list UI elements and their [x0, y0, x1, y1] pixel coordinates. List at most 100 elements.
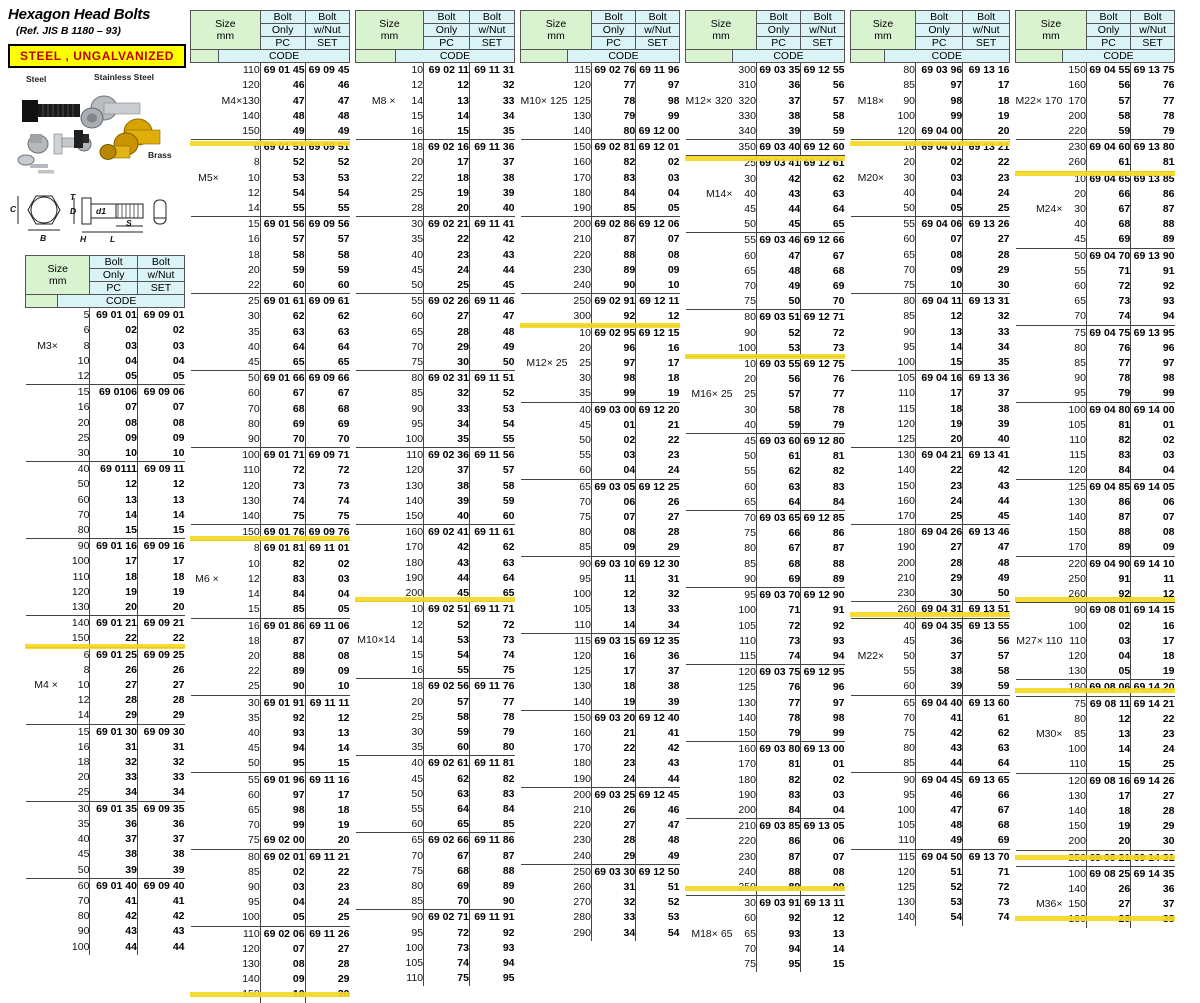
size-cell: 85 [1074, 727, 1086, 740]
thread-label [1015, 865, 1063, 882]
table-row: 90 69 03 10 69 12 30 [520, 555, 680, 572]
thread-label [685, 309, 733, 326]
thread-label [851, 248, 885, 263]
header-bolt-only: Bolt [755, 9, 802, 25]
code-pc-cell: 44 [89, 939, 138, 955]
code-pc-cell: 52 [914, 879, 963, 896]
code-pc-cell: 26 [590, 802, 636, 819]
thread-label [356, 124, 396, 140]
size-cell: 130 [897, 896, 915, 909]
table-row: 230 69 04 60 69 13 80 [1015, 139, 1175, 156]
code-set-cell: 30 [962, 278, 1010, 294]
code-set-cell: 52 [468, 386, 515, 402]
table-row: 150 49 49 [191, 124, 350, 140]
thread-label [521, 124, 568, 140]
thread-label [191, 726, 219, 741]
code-set-cell: 23 [1130, 726, 1175, 743]
size-cell: 80 [884, 293, 916, 310]
thread-label [191, 155, 219, 170]
thread-label [355, 524, 396, 541]
table-row: 110 75 95 [356, 971, 515, 987]
thread-label [686, 957, 733, 972]
table-row: 150 40 60 [356, 509, 515, 525]
table-row: 16 15 35 [356, 124, 515, 140]
table-row: 35 92 12 [191, 710, 350, 726]
table-row: 100 73 93 [356, 940, 515, 956]
code-set-cell: 98 [635, 93, 680, 109]
code-pc-cell: 69 04 80 [1085, 401, 1131, 418]
table-header-row-2: Only w/Nut [1016, 23, 1175, 38]
table-header-row: Size mm Bolt Bolt [850, 9, 1010, 51]
size-cell: 40 [248, 726, 260, 739]
size-cell: 60 [744, 912, 756, 925]
thread-label [850, 771, 885, 788]
code-pc-cell: 04 [590, 463, 636, 480]
header-bolt-nut: Bolt [800, 9, 845, 25]
code-set-cell: 43 [136, 924, 185, 940]
size-cell: 110 [242, 64, 260, 77]
code-pc-cell: 19 [590, 694, 636, 711]
table-row: 150 69 03 20 69 12 40 [520, 709, 680, 726]
table-row: 70 29 49 [356, 339, 515, 356]
code-pc-cell: 37 [423, 463, 470, 479]
table-row: 100 69 08 25 69 14 35 [1015, 865, 1175, 882]
table-row: 90 03 23 [191, 879, 350, 896]
size-cell: 65 [884, 694, 916, 711]
table-row: 80 15 15 [26, 523, 185, 539]
code-pc-cell: 69 02 01 [259, 848, 306, 865]
thread-label [520, 293, 568, 310]
header-bolt-nut: Bolt [962, 9, 1010, 25]
code-pc-cell: 88 [755, 864, 801, 880]
code-table-col2: Size mm Bolt Bolt Only w/Nut PC SET CODE 110 69 01… [189, 9, 351, 1003]
code-set-cell: 94 [468, 955, 515, 972]
code-pc-cell: 15 [1085, 757, 1131, 774]
size-cell: 270 [573, 896, 591, 909]
table-row: 310 36 56 [686, 78, 845, 94]
header-bolt-nut-2: w/Nut [635, 23, 680, 38]
code-set-cell: 69 13 80 [1130, 139, 1175, 156]
thread-label [851, 463, 885, 478]
size-cell: 130 [242, 494, 260, 507]
code-pc-cell: 56 [755, 372, 801, 388]
table-row: 60 65 85 [356, 817, 515, 833]
size-cell: 200 [738, 803, 756, 816]
code-set-cell: 24 [304, 895, 350, 911]
table-row: 60 63 83 [686, 479, 845, 495]
table-row: 22 89 09 [191, 664, 350, 680]
thread-label [191, 509, 219, 525]
table-row: 170 22 42 [521, 741, 680, 757]
code-pc-cell: 69 01 30 [89, 723, 138, 740]
size-cell: 65 [248, 803, 260, 816]
size-cell: 140 [242, 510, 260, 523]
size-cell: 150 [1068, 820, 1086, 833]
size-cell: 170 [573, 742, 591, 755]
size-cell: 25 [248, 680, 260, 693]
code-pc-cell: 05 [914, 201, 963, 217]
code-set-cell: 75 [304, 509, 350, 525]
table-row: 45 44 64 [686, 202, 845, 218]
thread-label [686, 619, 733, 634]
code-set-cell: 65 [304, 355, 350, 371]
code-set-cell: 79 [800, 417, 845, 434]
code-pc-cell: 69 02 26 [423, 293, 470, 310]
size-cell: 28 [411, 202, 424, 215]
table-row: 10 69 02 11 69 11 31 [356, 62, 515, 79]
code-pc-cell: 30 [914, 586, 963, 602]
code-pc-cell: 69 [423, 878, 470, 895]
size-cell: 220 [573, 248, 591, 261]
code-pc-cell: 14 [590, 617, 636, 634]
code-set-cell: 28 [304, 956, 350, 973]
size-cell: 150 [405, 510, 424, 523]
code-pc-cell: 53 [914, 895, 963, 911]
thread-label [851, 417, 885, 432]
code-pc-cell: 64 [423, 801, 470, 818]
code-pc-cell: 02 [259, 864, 306, 880]
code-set-cell: 86 [1130, 186, 1175, 203]
code-pc-cell: 37 [755, 93, 801, 109]
thread-label: M6 × [195, 572, 219, 585]
thread-label [191, 479, 219, 494]
code-set-cell: 10 [304, 679, 350, 696]
thread-label [356, 479, 396, 494]
code-set-cell: 69 12 11 [635, 293, 680, 310]
size-cell: 75 [411, 356, 424, 369]
